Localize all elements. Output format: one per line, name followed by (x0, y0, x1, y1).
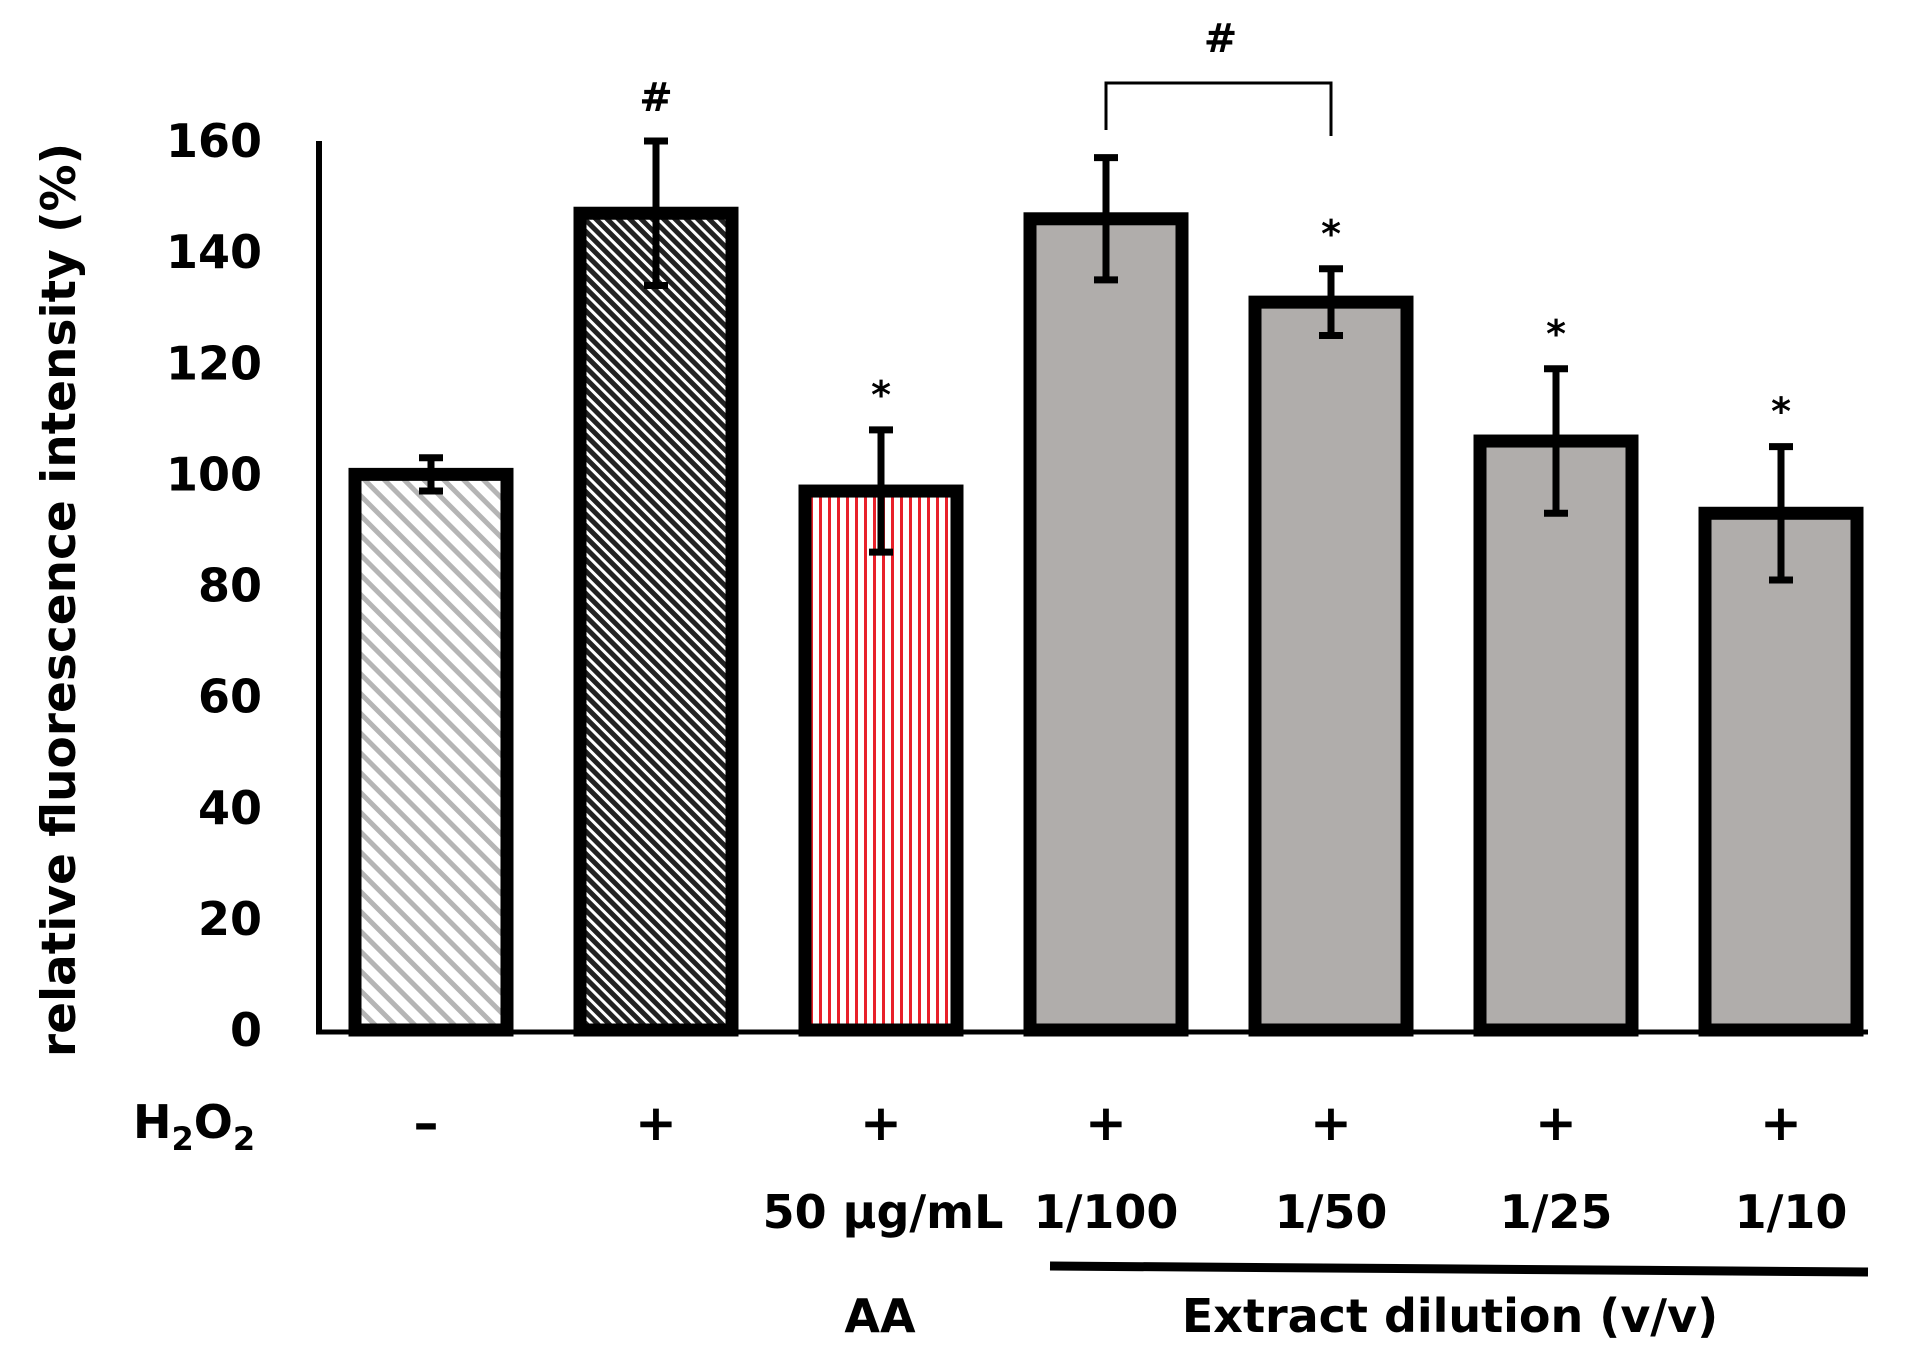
y-tick-label: 0 (230, 1003, 262, 1057)
h2o2-sign: + (1760, 1094, 1802, 1152)
dose-label: 1/25 (1500, 1185, 1613, 1239)
y-tick-label: 100 (166, 447, 262, 501)
significance-marker: # (639, 75, 673, 121)
extract-group-label: Extract dilution (v/v) (1182, 1289, 1718, 1343)
h2o2-sign: – (414, 1094, 439, 1152)
dose-label: 50 µg/mL (763, 1185, 1004, 1239)
error-bars-group (419, 137, 1793, 584)
y-tick-label: 160 (166, 114, 262, 168)
bar (573, 206, 739, 1037)
y-tick-label: 20 (198, 892, 262, 946)
h2o2-sign: + (1085, 1094, 1127, 1152)
significance-marker: * (1546, 312, 1566, 356)
y-tick-label: 80 (198, 559, 262, 613)
comparison-bracket (1104, 81, 1333, 136)
y-tick-label: 60 (198, 670, 262, 724)
bar (798, 484, 964, 1037)
extract-group-underline (1049, 1261, 1869, 1277)
x-category-labels: – + +50 µg/mL +1/100 +1/50 +1/25 +1/10 (414, 1094, 1848, 1239)
significance-marker: * (1771, 390, 1791, 434)
y-tick-label: 140 (166, 225, 262, 279)
h2o2-sign: + (1310, 1094, 1352, 1152)
bar (1248, 295, 1414, 1037)
aa-group-label: AA (844, 1289, 916, 1343)
y-tick-label: 120 (166, 336, 262, 390)
significance-marker: * (1321, 212, 1341, 256)
bar (1473, 434, 1639, 1037)
significance-markers: # * * * * # (639, 16, 1791, 434)
significance-marker: * (871, 373, 891, 417)
dose-label: 1/50 (1275, 1185, 1388, 1239)
comparison-marker: # (1204, 16, 1238, 62)
dose-label: 1/10 (1735, 1185, 1848, 1239)
h2o2-sign: + (860, 1094, 902, 1152)
h2o2-row-label: H2O2 (133, 1095, 255, 1158)
bars-group (348, 206, 1864, 1037)
bar (1698, 506, 1864, 1037)
bar (1023, 212, 1189, 1037)
y-tick-label: 40 (198, 781, 262, 835)
dose-label: 1/100 (1034, 1185, 1179, 1239)
y-axis-title: relative fluorescence intensity (%) (32, 143, 87, 1057)
bar (348, 467, 514, 1037)
h2o2-sign: + (1535, 1094, 1577, 1152)
y-axis-ticks: 0 20 40 60 80 100 120 140 160 (166, 114, 262, 1057)
h2o2-sign: + (635, 1094, 677, 1152)
